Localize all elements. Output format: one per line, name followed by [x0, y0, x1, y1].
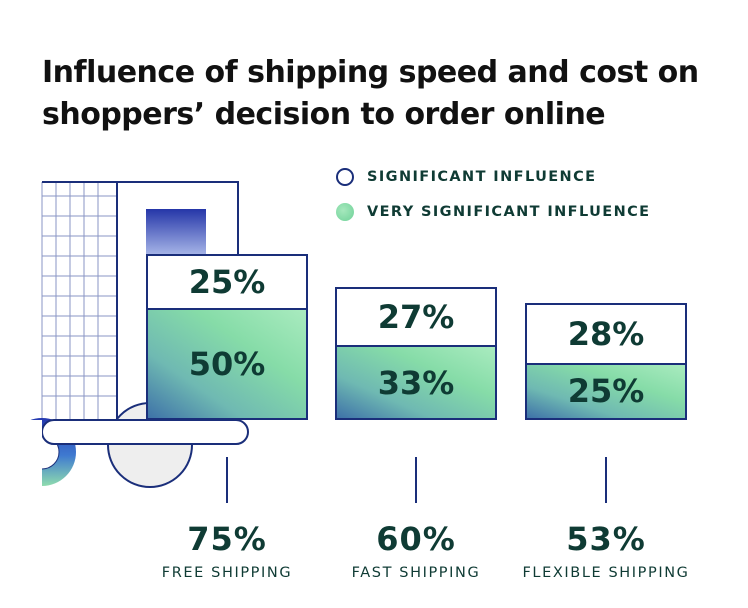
bar-tick — [605, 457, 607, 503]
category-label: FAST SHIPPING — [351, 565, 481, 581]
legend-swatch-significant — [336, 168, 354, 186]
total-label: 75% — [187, 520, 267, 558]
category-label: FREE SHIPPING — [161, 565, 293, 581]
bar-tick — [226, 457, 228, 503]
bar-significant: 28% — [525, 302, 687, 365]
bar-tick — [415, 457, 417, 503]
category-label: FLEXIBLE SHIPPING — [522, 565, 690, 581]
bar-very-significant: 25% — [525, 364, 687, 420]
legend-label: SIGNIFICANT INFLUENCE — [367, 169, 597, 185]
total-label: 53% — [566, 520, 646, 558]
bar-very-significant: 33% — [335, 347, 497, 420]
bar-significant: 25% — [146, 254, 308, 310]
truck-chassis — [41, 419, 249, 445]
legend-very-significant: VERY SIGNIFICANT INFLUENCE — [336, 203, 650, 221]
legend-swatch-very-significant — [336, 203, 354, 221]
legend-significant: SIGNIFICANT INFLUENCE — [336, 168, 596, 186]
legend-label: VERY SIGNIFICANT INFLUENCE — [367, 204, 651, 220]
truck-window — [146, 209, 206, 261]
bar-significant: 27% — [335, 287, 497, 348]
chart-title: Influence of shipping speed and cost on … — [42, 55, 699, 132]
truck-grid — [41, 182, 116, 420]
front-wheel-icon — [8, 418, 76, 486]
bar-very-significant: 50% — [146, 309, 308, 420]
total-label: 60% — [376, 520, 456, 558]
